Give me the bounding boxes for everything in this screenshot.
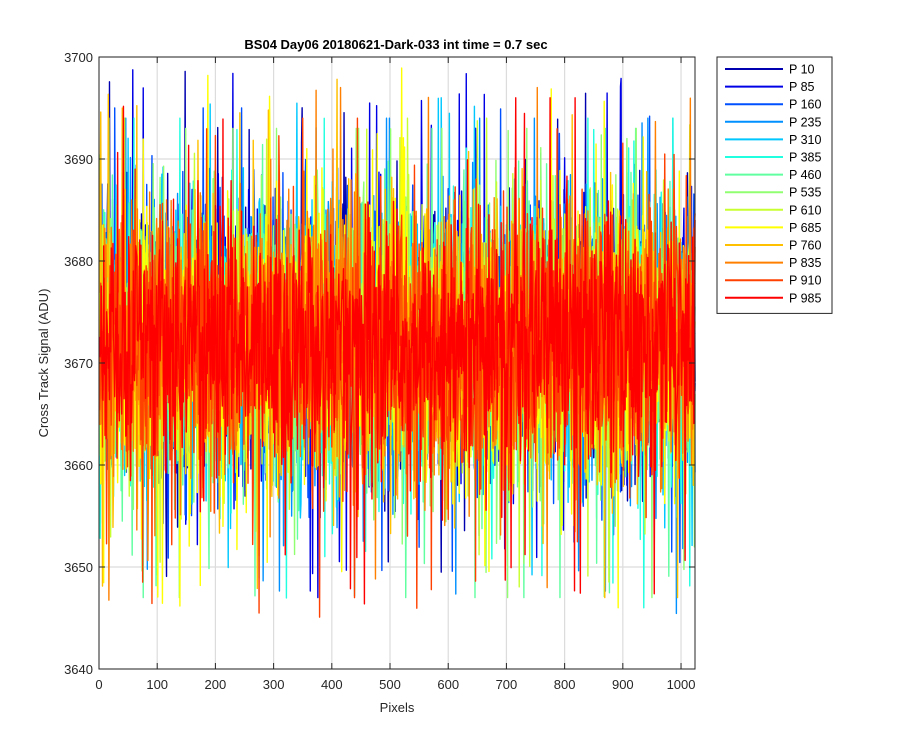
- x-tick-label: 400: [321, 677, 343, 692]
- legend-label: P 535: [789, 186, 821, 200]
- legend-box: [716, 56, 833, 314]
- y-tick-label: 3680: [64, 254, 93, 269]
- x-tick-label: 1000: [667, 677, 696, 692]
- x-tick-label: 0: [95, 677, 102, 692]
- x-tick-label: 700: [496, 677, 518, 692]
- axes: 0 100 200 300 400 500 600 700 800 900 1000 3640 3650…: [64, 50, 695, 692]
- y-tick-label: 3670: [64, 356, 93, 371]
- x-tick-label: 500: [379, 677, 401, 692]
- legend-label: P 160: [789, 98, 821, 112]
- x-axis-label: Pixels: [380, 700, 415, 715]
- legend-label: P 835: [789, 256, 821, 270]
- legend-label: P 10: [789, 63, 815, 77]
- legend-label: P 310: [789, 133, 821, 147]
- legend-label: P 85: [789, 80, 815, 94]
- y-tick-label: 3700: [64, 50, 93, 65]
- legend-label: P 760: [789, 239, 821, 253]
- legend-label: P 685: [789, 221, 821, 235]
- x-tick-label: 100: [146, 677, 168, 692]
- chart-title: BS04 Day06 20180621-Dark-033 int time = …: [244, 37, 547, 52]
- y-axis-label: Cross Track Signal (ADU): [36, 289, 51, 438]
- legend[interactable]: P 10 P 85 P 160 P 235 P 310 P 385 P 460 P 535 P …: [716, 56, 833, 314]
- legend-label: P 235: [789, 115, 821, 129]
- legend-label: P 460: [789, 168, 821, 182]
- legend-label: P 610: [789, 203, 821, 217]
- x-tick-label: 200: [205, 677, 227, 692]
- y-tick-label: 3640: [64, 662, 93, 677]
- x-tick-label: 300: [263, 677, 285, 692]
- legend-label: P 910: [789, 274, 821, 288]
- series-line: [98, 97, 696, 605]
- legend-label: P 385: [789, 151, 821, 165]
- y-tick-label: 3660: [64, 458, 93, 473]
- series-group: [98, 67, 696, 618]
- x-tick-label: 800: [554, 677, 576, 692]
- x-tick-label: 900: [612, 677, 634, 692]
- legend-label: P 985: [789, 291, 821, 305]
- y-tick-label: 3690: [64, 152, 93, 167]
- x-tick-label: 600: [437, 677, 459, 692]
- y-tick-label: 3650: [64, 560, 93, 575]
